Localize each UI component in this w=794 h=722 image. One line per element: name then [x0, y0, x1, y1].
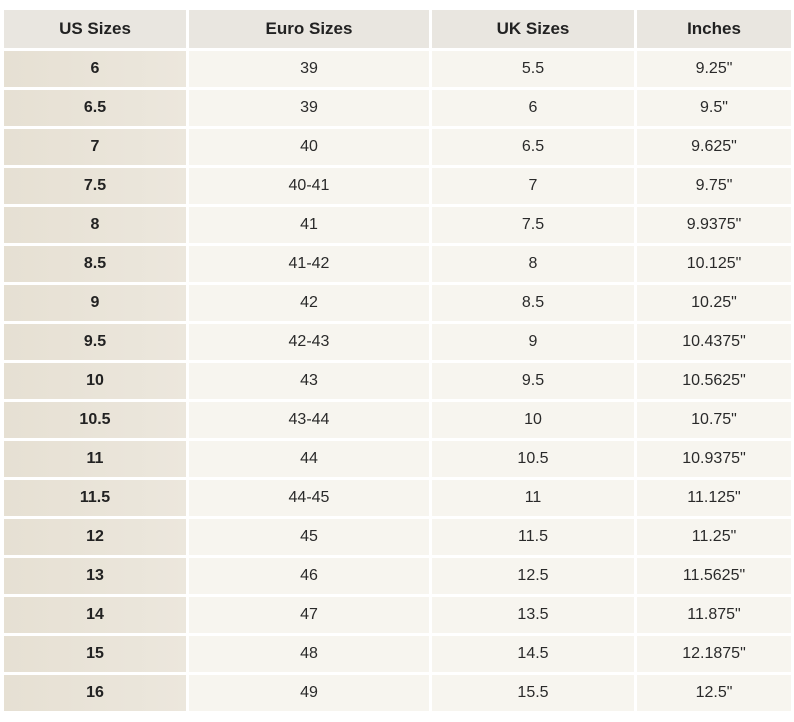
- size-cell: 9.9375": [637, 207, 791, 243]
- size-cell: 43: [189, 363, 429, 399]
- size-cell: 10.25": [637, 285, 791, 321]
- size-cell: 9.5": [637, 90, 791, 126]
- size-cell: 10.125": [637, 246, 791, 282]
- header-cell: US Sizes: [4, 10, 186, 48]
- header-cell: Inches: [637, 10, 791, 48]
- size-cell: 43-44: [189, 402, 429, 438]
- size-cell: 46: [189, 558, 429, 594]
- us-size-cell: 13: [4, 558, 186, 594]
- size-cell: 14.5: [432, 636, 634, 672]
- size-cell: 11.5: [432, 519, 634, 555]
- size-cell: 5.5: [432, 51, 634, 87]
- size-cell: 10: [432, 402, 634, 438]
- us-size-cell: 9.5: [4, 324, 186, 360]
- size-cell: 41-42: [189, 246, 429, 282]
- us-size-cell: 7: [4, 129, 186, 165]
- us-size-cell: 10: [4, 363, 186, 399]
- header-cell: UK Sizes: [432, 10, 634, 48]
- us-size-cell: 12: [4, 519, 186, 555]
- size-cell: 13.5: [432, 597, 634, 633]
- us-size-cell: 14: [4, 597, 186, 633]
- size-cell: 45: [189, 519, 429, 555]
- size-cell: 12.1875": [637, 636, 791, 672]
- size-cell: 6: [432, 90, 634, 126]
- us-size-cell: 11: [4, 441, 186, 477]
- size-cell: 9.75": [637, 168, 791, 204]
- us-size-cell: 6.5: [4, 90, 186, 126]
- us-size-cell: 15: [4, 636, 186, 672]
- size-cell: 48: [189, 636, 429, 672]
- size-cell: 42: [189, 285, 429, 321]
- us-size-cell: 7.5: [4, 168, 186, 204]
- us-size-cell: 10.5: [4, 402, 186, 438]
- size-cell: 9.25": [637, 51, 791, 87]
- size-cell: 11.25": [637, 519, 791, 555]
- size-cell: 44: [189, 441, 429, 477]
- size-cell: 8: [432, 246, 634, 282]
- us-size-cell: 9: [4, 285, 186, 321]
- size-cell: 12.5: [432, 558, 634, 594]
- us-size-cell: 8.5: [4, 246, 186, 282]
- us-size-cell: 8: [4, 207, 186, 243]
- size-cell: 11: [432, 480, 634, 516]
- us-size-cell: 6: [4, 51, 186, 87]
- size-cell: 39: [189, 51, 429, 87]
- size-cell: 44-45: [189, 480, 429, 516]
- size-cell: 12.5": [637, 675, 791, 711]
- size-cell: 9.5: [432, 363, 634, 399]
- us-size-cell: 16: [4, 675, 186, 711]
- size-cell: 10.4375": [637, 324, 791, 360]
- size-cell: 10.5: [432, 441, 634, 477]
- size-cell: 40-41: [189, 168, 429, 204]
- size-cell: 6.5: [432, 129, 634, 165]
- us-size-cell: 11.5: [4, 480, 186, 516]
- size-cell: 9.625": [637, 129, 791, 165]
- size-cell: 39: [189, 90, 429, 126]
- size-cell: 8.5: [432, 285, 634, 321]
- size-cell: 11.875": [637, 597, 791, 633]
- size-cell: 7.5: [432, 207, 634, 243]
- size-cell: 42-43: [189, 324, 429, 360]
- size-cell: 49: [189, 675, 429, 711]
- size-cell: 11.5625": [637, 558, 791, 594]
- size-cell: 47: [189, 597, 429, 633]
- size-cell: 7: [432, 168, 634, 204]
- size-table: US Sizes Euro Sizes UK Sizes Inches 6 39 5.5 9.…: [4, 10, 791, 711]
- size-cell: 10.5625": [637, 363, 791, 399]
- size-cell: 41: [189, 207, 429, 243]
- size-cell: 10.9375": [637, 441, 791, 477]
- size-cell: 40: [189, 129, 429, 165]
- header-cell: Euro Sizes: [189, 10, 429, 48]
- size-cell: 9: [432, 324, 634, 360]
- size-cell: 11.125": [637, 480, 791, 516]
- size-cell: 15.5: [432, 675, 634, 711]
- size-cell: 10.75": [637, 402, 791, 438]
